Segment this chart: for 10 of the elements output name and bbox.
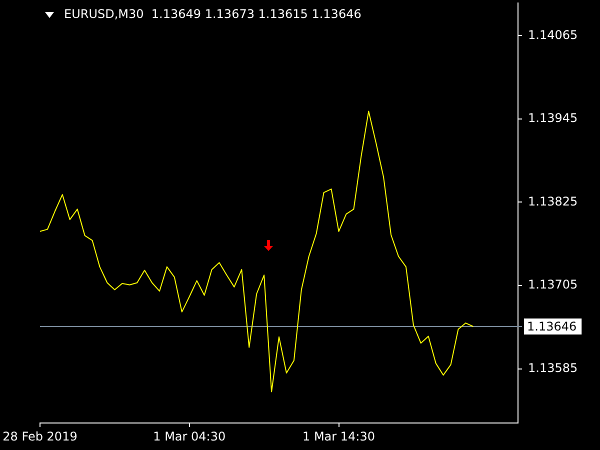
chart-title: EURUSD,M30 1.13649 1.13673 1.13615 1.13646 <box>64 7 362 22</box>
y-tick-label: 1.13945 <box>528 111 578 126</box>
x-tick-label: 28 Feb 2019 <box>2 429 78 444</box>
y-tick-label: 1.13705 <box>528 278 578 292</box>
y-tick-label: 1.13825 <box>528 194 578 208</box>
ref-line-label: 1.13646 <box>527 320 577 334</box>
y-tick-label: 1.13585 <box>528 360 578 375</box>
x-tick-label: 1 Mar 04:30 <box>153 429 226 444</box>
x-tick-label: 1 Mar 14:30 <box>302 429 375 444</box>
y-tick-label: 1.14065 <box>528 28 578 42</box>
